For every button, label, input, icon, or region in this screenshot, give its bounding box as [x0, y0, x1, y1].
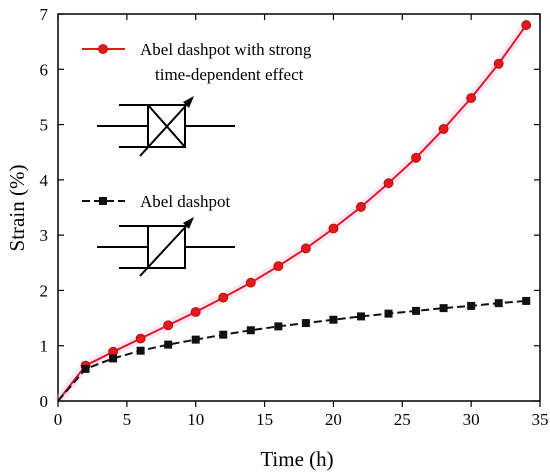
data-point-1	[467, 301, 476, 310]
x-tick-label: 20	[325, 410, 342, 429]
plot-frame	[57, 13, 541, 402]
x-tick-label: 0	[54, 410, 63, 429]
data-point-1	[81, 364, 90, 373]
data-point-0	[218, 292, 229, 303]
data-point-1	[329, 315, 338, 324]
data-point-1	[494, 299, 503, 308]
data-point-1	[356, 312, 365, 321]
x-tick-label: 15	[256, 410, 273, 429]
data-point-1	[191, 335, 200, 344]
data-point-0	[190, 307, 201, 317]
data-point-0	[383, 178, 394, 189]
x-tick-label: 25	[394, 410, 411, 429]
data-point-1	[246, 326, 255, 335]
series-line-0	[57, 24, 528, 402]
data-point-0	[521, 20, 532, 30]
data-point-1	[301, 319, 310, 328]
legend-marker-strong	[98, 44, 108, 54]
data-point-0	[245, 277, 256, 288]
data-point-0	[356, 202, 366, 212]
y-axis-title: Strain (%)	[5, 165, 29, 252]
data-point-1	[412, 306, 421, 315]
y-tick-label: 2	[40, 281, 49, 300]
dashpot-symbol-abel-icon	[97, 217, 235, 277]
data-point-1	[136, 346, 145, 355]
series-line-1	[57, 299, 527, 402]
data-point-0	[300, 243, 311, 254]
data-point-0	[273, 261, 284, 272]
legend: Abel dashpot with strong time-dependent …	[82, 40, 312, 211]
y-tick-label: 5	[40, 116, 49, 135]
data-point-0	[411, 152, 421, 163]
data-point-0	[466, 93, 477, 103]
data-point-1	[439, 304, 448, 313]
y-tick-label: 3	[40, 226, 49, 245]
x-tick-label: 35	[532, 410, 549, 429]
data-point-1	[522, 296, 531, 305]
data-point-0	[135, 333, 146, 344]
data-point-1	[164, 340, 173, 349]
ticks-layer: 0 5 10 15 20 25 30 35 0 1 2 3 4 5 6 7	[40, 5, 549, 429]
y-tick-label: 0	[40, 392, 49, 411]
data-point-0	[328, 223, 339, 234]
y-tick-label: 4	[40, 171, 49, 190]
data-point-0	[163, 320, 174, 331]
x-tick-label: 5	[123, 410, 132, 429]
y-tick-label: 1	[40, 337, 49, 356]
legend-label-strong-line1: Abel dashpot with strong	[140, 40, 312, 59]
data-point-1	[384, 309, 393, 318]
legend-label-strong-line2: time-dependent effect	[155, 65, 304, 84]
x-tick-label: 30	[463, 410, 480, 429]
series-layer	[54, 20, 532, 404]
data-point-1	[274, 322, 283, 331]
data-point-1	[109, 354, 118, 363]
dashpot-symbol-strong-icon	[97, 96, 235, 157]
x-tick-label: 10	[187, 410, 204, 429]
y-tick-label: 6	[40, 60, 49, 79]
legend-label-abel: Abel dashpot	[140, 192, 230, 211]
y-tick-label: 7	[40, 5, 49, 24]
data-point-0	[438, 124, 449, 134]
legend-marker-abel	[99, 197, 107, 205]
data-point-0	[493, 58, 504, 69]
x-axis-title: Time (h)	[260, 447, 333, 471]
data-point-1	[219, 330, 228, 339]
